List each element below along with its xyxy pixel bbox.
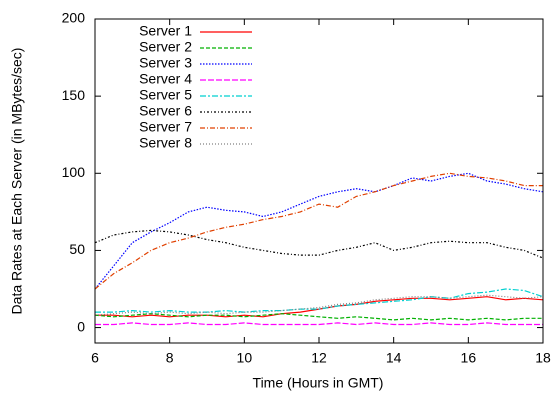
x-tick-label: 6	[91, 350, 99, 366]
y-tick-label: 200	[62, 10, 86, 26]
series-line	[94, 172, 544, 290]
x-axis-label: Time (Hours in GMT)	[253, 375, 384, 391]
legend-label: Server 8	[139, 135, 192, 151]
x-tick-label: 8	[166, 350, 174, 366]
legend-label: Server 2	[139, 39, 192, 55]
y-tick-label: 50	[69, 241, 85, 257]
x-tick-label: 18	[535, 350, 551, 366]
x-tick-label: 12	[311, 350, 327, 366]
x-tick-label: 16	[461, 350, 477, 366]
series-line	[94, 229, 544, 259]
series-line	[95, 296, 544, 318]
series-line	[94, 313, 543, 321]
legend-label: Server 3	[139, 55, 192, 71]
x-tick-label: 10	[237, 350, 253, 366]
legend-label: Server 6	[139, 103, 192, 119]
series-line	[95, 322, 543, 326]
legend-label: Server 5	[139, 87, 192, 103]
y-tick-label: 100	[62, 164, 86, 180]
y-axis-label: Data Rates at Each Server (in MBytes/sec…	[9, 48, 25, 315]
legend-label: Server 7	[139, 119, 192, 135]
series-line	[95, 288, 544, 313]
x-tick-label: 14	[386, 350, 402, 366]
y-tick-label: 0	[77, 318, 85, 334]
legend-label: Server 1	[139, 23, 192, 39]
y-tick-label: 150	[62, 87, 86, 103]
plot-frame	[94, 18, 544, 344]
series-line	[94, 172, 543, 290]
legend-label: Server 4	[139, 71, 192, 87]
